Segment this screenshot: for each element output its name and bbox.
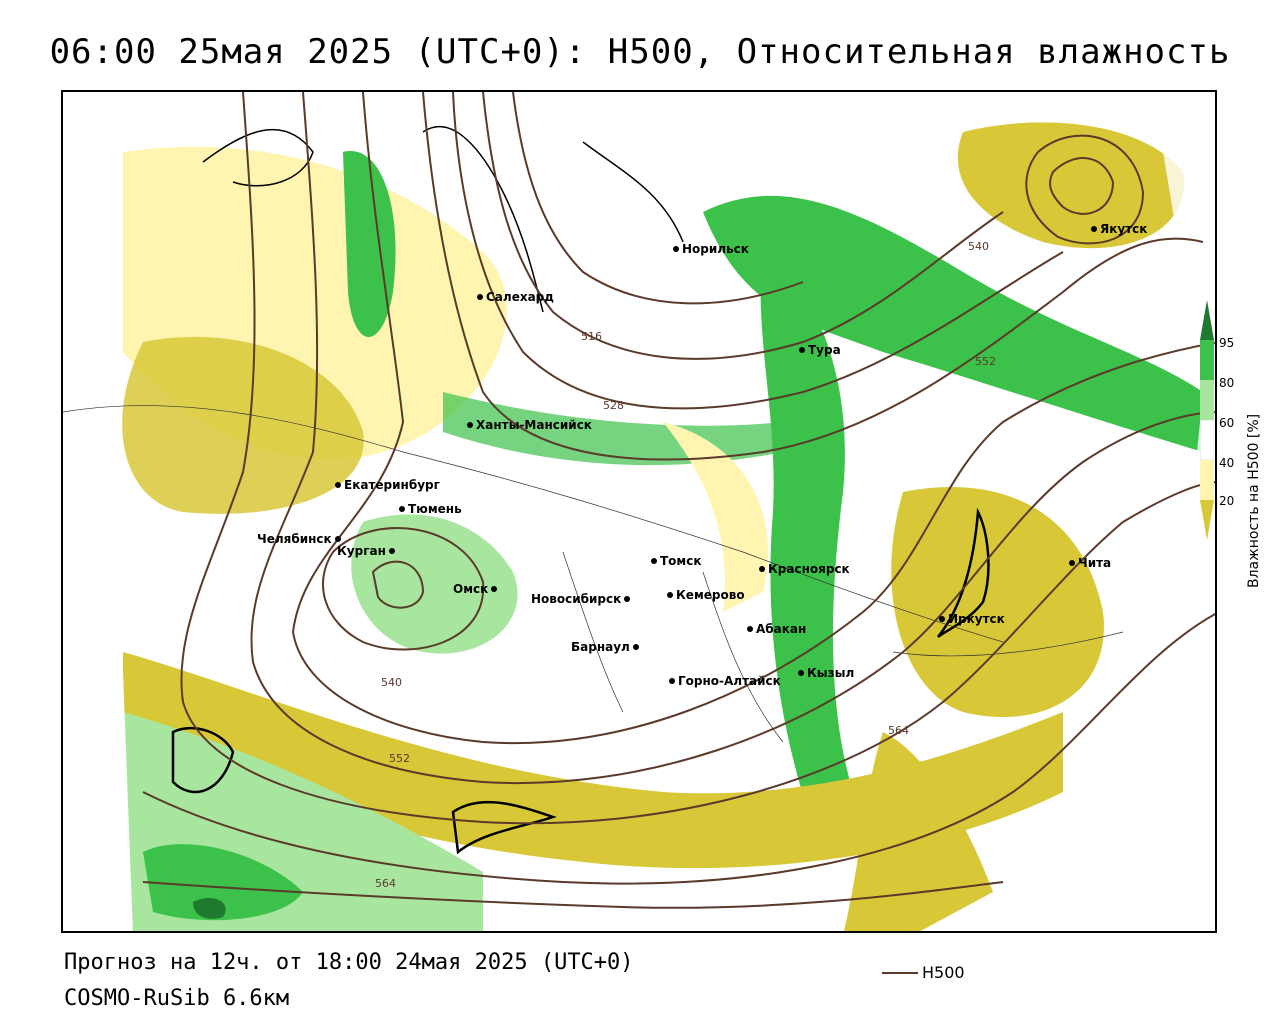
city-dot	[1091, 226, 1097, 232]
admin-borders	[63, 405, 1124, 743]
city-marker: Кемерово	[667, 588, 745, 602]
colorbar-tick: 95	[1219, 336, 1235, 350]
city-dot	[939, 616, 945, 622]
city-dot	[669, 678, 675, 684]
city-dot	[799, 347, 805, 353]
city-marker: Екатеринбург	[335, 478, 440, 492]
colorbar-tick: 40	[1219, 456, 1235, 470]
forecast-info: Прогноз на 12ч. от 18:00 24мая 2025 (UTC…	[64, 950, 634, 975]
city-marker: Абакан	[747, 622, 806, 636]
contour-label: 540	[381, 676, 402, 689]
city-dot	[334, 536, 341, 542]
city-dot	[673, 246, 679, 252]
contour-label: 564	[888, 724, 909, 737]
city-marker: Новосибирск	[531, 592, 631, 606]
city-marker: Салехард	[477, 290, 554, 304]
city-dot	[632, 644, 639, 650]
city-marker: Омск	[453, 582, 498, 596]
contour-line-swatch	[882, 971, 918, 974]
h500-contours	[142, 92, 1215, 909]
city-marker: Барнаул	[571, 640, 639, 654]
city-marker: Иркутск	[939, 612, 1005, 626]
city-marker: Кызыл	[798, 666, 854, 680]
contour-label: 552	[389, 752, 410, 765]
city-label: Омск	[453, 582, 489, 596]
city-label: Екатеринбург	[344, 478, 440, 492]
city-label: Ханты-Мансийск	[476, 418, 592, 432]
map-canvas	[63, 92, 1215, 931]
contour-label: 528	[603, 399, 624, 412]
city-label: Кемерово	[676, 588, 745, 602]
city-label: Тюмень	[408, 502, 462, 516]
city-label: Новосибирск	[531, 592, 622, 606]
city-label: Тура	[808, 343, 841, 357]
city-marker: Норильск	[673, 242, 749, 256]
city-label: Челябинск	[257, 532, 332, 546]
city-dot	[477, 294, 483, 300]
city-dot	[667, 592, 673, 598]
map-area: 516 528 540 552 540 552 564 564 Норильск…	[61, 90, 1217, 933]
humidity-field	[63, 92, 1215, 931]
city-label: Чита	[1078, 556, 1112, 570]
contour-label: 516	[581, 330, 602, 343]
chart-title: 06:00 25мая 2025 (UTC+0): H500, Относите…	[49, 32, 1231, 72]
city-dot	[798, 670, 804, 676]
city-marker: Тюмень	[399, 502, 462, 516]
city-dot	[399, 506, 405, 512]
city-dot	[759, 566, 765, 572]
humidity-colorbar	[1200, 300, 1214, 540]
city-label: Норильск	[682, 242, 749, 256]
city-marker: Тура	[799, 343, 841, 357]
colorbar-tick: 20	[1219, 494, 1235, 508]
city-marker: Курган	[337, 544, 395, 558]
city-dot	[747, 626, 753, 632]
city-marker: Якутск	[1091, 222, 1147, 236]
contour-label: 564	[375, 877, 396, 890]
city-label: Абакан	[756, 622, 807, 636]
city-label: Красноярск	[768, 562, 850, 576]
city-marker: Ханты-Мансийск	[467, 418, 592, 432]
contour-legend-label: H500	[922, 963, 965, 982]
city-label: Якутск	[1100, 222, 1148, 236]
city-label: Курган	[337, 544, 386, 558]
city-marker: Чита	[1069, 556, 1111, 570]
city-label: Барнаул	[571, 640, 630, 654]
city-label: Салехард	[486, 290, 554, 304]
contour-label: 552	[975, 355, 996, 368]
contour-legend: H500	[882, 963, 965, 982]
city-marker: Горно-Алтайск	[669, 674, 781, 688]
city-label: Иркутск	[948, 612, 1005, 626]
model-info: COSMO-RuSib 6.6км	[64, 986, 290, 1011]
city-dot	[651, 558, 657, 564]
city-marker: Томск	[651, 554, 702, 568]
city-dot	[388, 548, 395, 554]
city-label: Горно-Алтайск	[678, 674, 781, 688]
contour-label: 540	[968, 240, 989, 253]
city-label: Томск	[660, 554, 702, 568]
colorbar-title: Влажность на H500 [%]	[1246, 413, 1262, 588]
colorbar-tick: 60	[1219, 416, 1235, 430]
city-marker: Красноярск	[759, 562, 850, 576]
city-dot	[1069, 560, 1075, 566]
city-dot	[624, 596, 631, 602]
city-dot	[491, 586, 498, 592]
colorbar-tick: 80	[1219, 376, 1235, 390]
city-dot	[335, 482, 341, 488]
city-dot	[467, 422, 473, 428]
city-label: Кызыл	[807, 666, 855, 680]
city-marker: Челябинск	[257, 532, 341, 546]
